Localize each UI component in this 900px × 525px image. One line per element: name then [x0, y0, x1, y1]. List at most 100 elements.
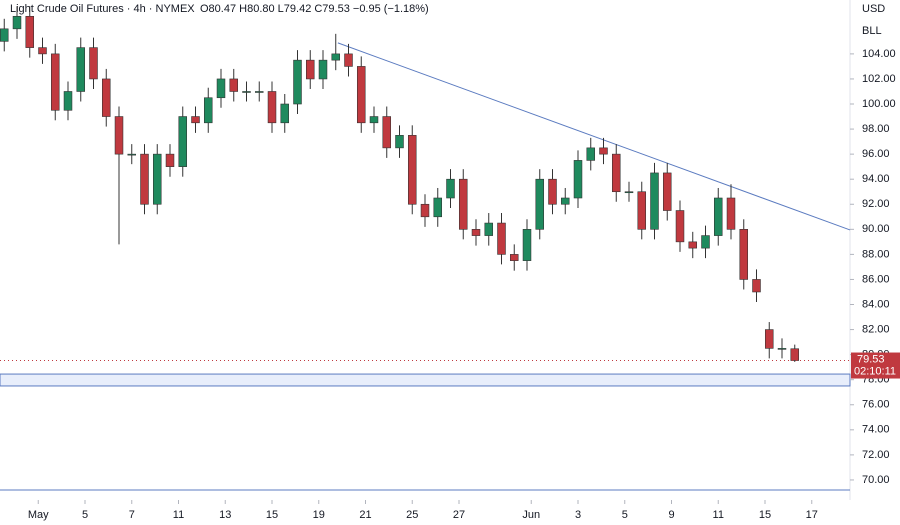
currency: USD: [862, 3, 885, 15]
candle-body: [382, 116, 392, 149]
candle-body: [573, 160, 583, 199]
x-tick-label: 17: [806, 509, 818, 521]
candle-body: [497, 222, 506, 255]
candle-body: [101, 78, 111, 117]
y-tick-label: 94.00: [862, 173, 890, 185]
y-tick-label: 88.00: [862, 248, 890, 260]
price-tag-value: 79.53: [857, 353, 885, 365]
y-tick-label: 90.00: [862, 223, 890, 235]
candle-body: [701, 235, 710, 249]
candle-body: [38, 47, 47, 55]
candle-body: [216, 78, 226, 99]
x-tick-label: 3: [575, 509, 581, 521]
y-tick-label: 74.00: [862, 424, 890, 436]
candle-body: [0, 28, 9, 42]
candle-body: [254, 91, 264, 93]
candle-body: [50, 53, 60, 111]
candle-body: [471, 229, 481, 236]
candle-body: [726, 197, 736, 230]
candle-body: [191, 116, 200, 124]
candle-body: [63, 91, 73, 111]
x-tick-label: May: [28, 509, 49, 521]
candle-body: [356, 66, 366, 124]
candle-body: [548, 178, 557, 205]
support-zone: [0, 373, 851, 387]
x-tick-label: 5: [82, 509, 88, 521]
candle-body: [599, 147, 608, 155]
y-tick-label: 104.00: [862, 48, 896, 60]
candle-body: [293, 59, 302, 105]
y-tick-label: 100.00: [862, 98, 896, 110]
y-tick-label: 102.00: [862, 73, 896, 85]
chart-title: Light Crude Oil Futures · 4h · NYMEX: [10, 3, 195, 15]
candle-body: [586, 147, 596, 161]
candle-body: [242, 91, 251, 93]
y-tick-label: 72.00: [862, 449, 890, 461]
candle-body: [344, 53, 353, 67]
price-tag-countdown: 02:10:11: [854, 365, 896, 377]
y-tick-label: 98.00: [862, 123, 890, 135]
candle-body: [305, 59, 315, 80]
y-tick-label: 92.00: [862, 198, 890, 210]
x-tick-label: 13: [219, 509, 231, 521]
candle-body: [675, 210, 685, 243]
candle-body: [140, 153, 149, 205]
candle-body: [535, 178, 545, 230]
candle-body: [407, 135, 417, 205]
candle-body: [637, 191, 647, 230]
x-tick-label: 5: [622, 509, 628, 521]
x-tick-label: 27: [453, 509, 465, 521]
candle-body: [229, 78, 239, 92]
candle-body: [446, 178, 455, 199]
y-tick-label: 76.00: [862, 399, 890, 411]
y-tick-label: 82.00: [862, 323, 890, 335]
x-tick-label: 7: [129, 509, 135, 521]
x-tick-label: 19: [313, 509, 325, 521]
x-tick-label: 9: [668, 509, 674, 521]
candle-body: [152, 153, 162, 205]
candle-body: [611, 153, 621, 193]
candle-body: [662, 172, 672, 211]
candle-body: [89, 47, 98, 80]
candle-body: [267, 91, 277, 124]
candle-body: [433, 197, 443, 218]
ohlc-header: O80.47 H80.80 L79.42 C79.53 −0.95 (−1.18…: [200, 3, 429, 15]
candle-body: [688, 241, 698, 249]
candle-body: [509, 254, 519, 261]
x-tick-label: 11: [173, 509, 184, 521]
y-tick-label: 86.00: [862, 273, 890, 285]
candle-body: [318, 59, 328, 80]
candle-body: [76, 47, 86, 92]
candle-body: [522, 229, 532, 261]
candle-body: [420, 203, 430, 218]
candle-body: [713, 197, 723, 236]
candle-body: [484, 222, 494, 236]
x-tick-label: Jun: [522, 509, 540, 521]
y-tick-label: 96.00: [862, 148, 890, 160]
x-tick-label: 21: [359, 509, 371, 521]
candle-body: [12, 15, 22, 30]
candle-body: [764, 329, 774, 349]
candle-body: [331, 53, 341, 61]
candle-body: [114, 116, 124, 155]
candle-body: [650, 172, 659, 230]
x-tick-label: 11: [713, 509, 724, 521]
candle-body: [395, 135, 404, 149]
x-tick-label: 25: [406, 509, 418, 521]
candle-body: [752, 279, 761, 293]
candle-body: [127, 153, 137, 156]
price-tag: [851, 352, 900, 379]
candle-body: [178, 116, 188, 167]
candle-body: [458, 178, 468, 230]
y-tick-label: 84.00: [862, 298, 890, 310]
candle-body: [369, 116, 379, 124]
candle-body: [25, 15, 35, 48]
candle-body: [560, 197, 570, 205]
candle-body: [739, 229, 749, 280]
candle-body: [790, 348, 800, 361]
candle-body: [203, 97, 213, 124]
x-tick-label: 15: [266, 509, 278, 521]
candle-body: [777, 348, 787, 350]
